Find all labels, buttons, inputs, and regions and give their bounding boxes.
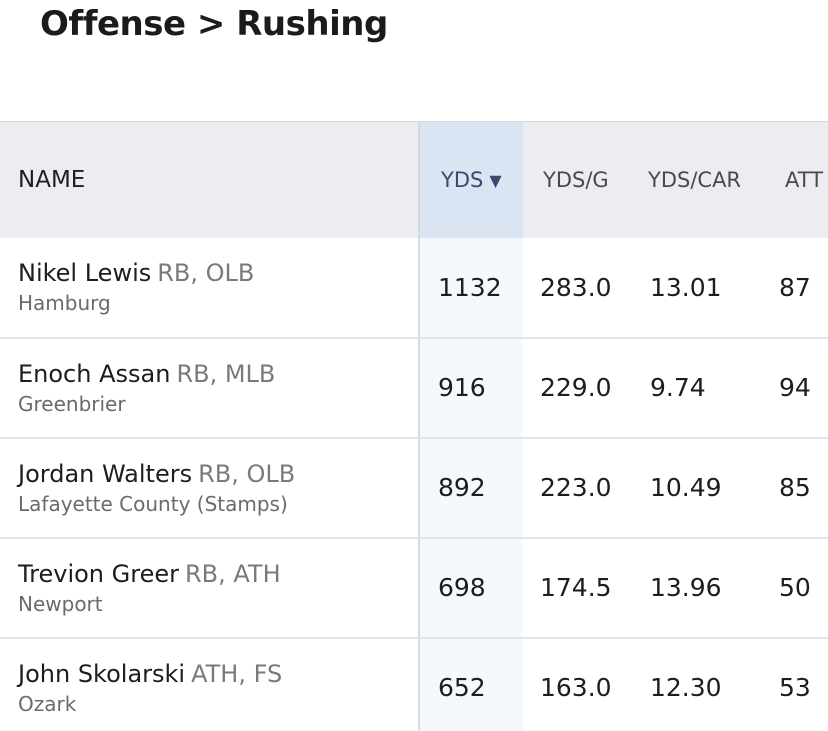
yds-cell: 652 bbox=[419, 637, 523, 731]
breadcrumb-section[interactable]: Offense bbox=[40, 4, 186, 44]
yds-per-game-cell: 174.5 bbox=[523, 537, 633, 639]
yds-per-game-cell: 223.0 bbox=[523, 437, 633, 539]
yds-per-carry-cell: 9.74 bbox=[633, 337, 763, 439]
yds-per-carry-cell: 13.01 bbox=[633, 237, 763, 339]
yds-cell: 916 bbox=[419, 337, 523, 439]
player-school: Lafayette County (Stamps) bbox=[18, 491, 288, 516]
column-header-name[interactable]: NAME bbox=[0, 121, 420, 238]
yds-per-carry-cell: 12.30 bbox=[633, 637, 763, 731]
player-name-link[interactable]: Enoch Assan bbox=[18, 359, 171, 388]
table-header-row: NAME YDS ▼ YDS/G YDS/CAR ATT bbox=[0, 121, 828, 238]
player-cell: Enoch Assan RB, MLB Greenbrier bbox=[0, 337, 420, 439]
breadcrumb: Offense > Rushing bbox=[40, 4, 388, 44]
player-position: RB, ATH bbox=[184, 559, 281, 588]
player-name-link[interactable]: Nikel Lewis bbox=[18, 259, 152, 287]
yds-per-carry-cell: 13.96 bbox=[633, 537, 763, 639]
player-position: RB, OLB bbox=[198, 459, 296, 488]
att-cell: 94 bbox=[763, 337, 828, 439]
att-cell: 53 bbox=[763, 637, 828, 731]
yds-per-game-cell: 229.0 bbox=[523, 337, 633, 439]
att-cell: 87 bbox=[763, 237, 828, 339]
att-cell: 85 bbox=[763, 437, 828, 539]
yds-cell: 892 bbox=[419, 437, 523, 539]
player-position: RB, OLB bbox=[157, 259, 255, 287]
sort-descending-icon: ▼ bbox=[489, 170, 502, 190]
player-cell: Jordan Walters RB, OLB Lafayette County (… bbox=[0, 437, 420, 539]
player-cell: John Skolarski ATH, FS Ozark bbox=[0, 637, 420, 731]
att-cell: 50 bbox=[763, 537, 828, 639]
column-header-yds[interactable]: YDS ▼ bbox=[419, 121, 523, 238]
table-row: Enoch Assan RB, MLB Greenbrier 916 229.0 … bbox=[0, 337, 828, 439]
yds-cell: 1132 bbox=[419, 237, 523, 339]
column-header-att[interactable]: ATT bbox=[763, 121, 828, 238]
player-name-link[interactable]: Trevion Greer bbox=[18, 559, 179, 588]
breadcrumb-separator: > bbox=[196, 4, 226, 44]
player-position: RB, MLB bbox=[176, 359, 276, 388]
yds-per-carry-cell: 10.49 bbox=[633, 437, 763, 539]
player-name-link[interactable]: John Skolarski bbox=[18, 659, 186, 688]
player-position: ATH, FS bbox=[191, 659, 283, 688]
player-school: Greenbrier bbox=[18, 391, 126, 416]
rushing-stats-table: NAME YDS ▼ YDS/G YDS/CAR ATT Nikel Lewis R… bbox=[0, 121, 828, 731]
player-name-link[interactable]: Jordan Walters bbox=[18, 459, 193, 488]
yds-cell: 698 bbox=[419, 537, 523, 639]
player-cell: Nikel Lewis RB, OLB Hamburg bbox=[0, 237, 420, 339]
stats-table-container[interactable]: NAME YDS ▼ YDS/G YDS/CAR ATT Nikel Lewis R… bbox=[0, 121, 828, 731]
player-school: Ozark bbox=[18, 691, 77, 716]
table-row: Nikel Lewis RB, OLB Hamburg 1132 283.0 13… bbox=[0, 237, 828, 339]
column-header-yds-per-carry[interactable]: YDS/CAR bbox=[633, 121, 763, 238]
yds-per-game-cell: 163.0 bbox=[523, 637, 633, 731]
table-row: John Skolarski ATH, FS Ozark 652 163.0 12… bbox=[0, 637, 828, 731]
table-row: Trevion Greer RB, ATH Newport 698 174.5 1… bbox=[0, 537, 828, 639]
player-school: Hamburg bbox=[18, 291, 111, 315]
player-school: Newport bbox=[18, 591, 103, 616]
player-cell: Trevion Greer RB, ATH Newport bbox=[0, 537, 420, 639]
column-header-yds-per-game[interactable]: YDS/G bbox=[523, 121, 633, 238]
yds-per-game-cell: 283.0 bbox=[523, 237, 633, 339]
table-row: Jordan Walters RB, OLB Lafayette County (… bbox=[0, 437, 828, 539]
breadcrumb-subsection: Rushing bbox=[236, 4, 388, 44]
